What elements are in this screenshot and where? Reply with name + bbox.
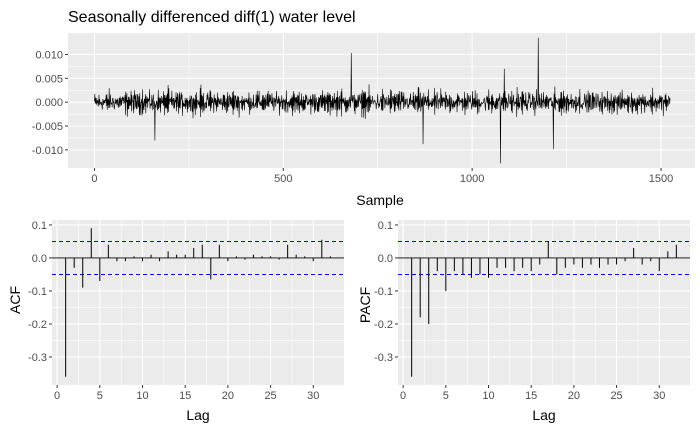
time-series-x-tick-label: 0 xyxy=(91,173,97,185)
time-series-line xyxy=(94,37,671,164)
acf-x-tick-label: 20 xyxy=(222,390,234,402)
pacf-panel: 0 5 10 15 20 25 30 -0.3 -0.2 -0.1 0.0 0.1 xyxy=(374,220,690,402)
time-series-x-tick-label: 500 xyxy=(274,173,292,185)
pacf-x-tick-label: 25 xyxy=(610,390,622,402)
acf-panel: 0 5 10 15 20 25 30 -0.3 -0.2 -0.1 0.0 0.1 xyxy=(28,220,344,402)
pacf-x-tick-label: 30 xyxy=(653,390,665,402)
acf-y-tick-label: -0.2 xyxy=(28,319,47,331)
acf-x-tick-label: 0 xyxy=(54,390,60,402)
time-series-panel: 0 500 1000 1500 -0.010 -0.005 0.000 0.005 0.010 xyxy=(32,33,695,185)
pacf-x-tick-label: 15 xyxy=(525,390,537,402)
pacf-x-tick-label: 20 xyxy=(568,390,580,402)
time-series-x-tick-label: 1500 xyxy=(649,173,673,185)
time-series-y-tick-label: 0.000 xyxy=(35,97,63,109)
acf-y-tick-label: 0.0 xyxy=(32,253,47,265)
pacf-x-axis-title: Lag xyxy=(532,407,555,423)
time-series-x-axis-title: Sample xyxy=(356,192,404,208)
pacf-y-tick-label: 0.1 xyxy=(378,220,393,232)
time-series-x-tick-label: 1000 xyxy=(460,173,484,185)
pacf-x-tick-label: 5 xyxy=(443,390,449,402)
acf-panel-background xyxy=(52,220,344,385)
pacf-y-tick-label: 0.0 xyxy=(378,253,393,265)
pacf-y-tick-label: -0.2 xyxy=(374,319,393,331)
acf-x-tick-label: 25 xyxy=(264,390,276,402)
time-series-y-tick-label: 0.010 xyxy=(35,49,63,61)
pacf-y-tick-label: -0.1 xyxy=(374,286,393,298)
acf-y-tick-label: -0.1 xyxy=(28,286,47,298)
pacf-y-axis-title: PACF xyxy=(357,287,373,323)
pacf-x-tick-label: 0 xyxy=(400,390,406,402)
pacf-y-tick-label: -0.3 xyxy=(374,352,393,364)
acf-x-tick-label: 15 xyxy=(179,390,191,402)
acf-x-axis-title: Lag xyxy=(186,407,209,423)
time-series-y-tick-label: 0.005 xyxy=(35,73,63,85)
plot-title: Seasonally differenced diff(1) water lev… xyxy=(68,9,356,26)
pacf-panel-background xyxy=(398,220,690,385)
acf-x-tick-label: 5 xyxy=(97,390,103,402)
acf-y-axis-title: ACF xyxy=(7,286,23,314)
pacf-x-tick-label: 10 xyxy=(482,390,494,402)
acf-x-tick-label: 30 xyxy=(307,390,319,402)
acf-y-tick-label: 0.1 xyxy=(32,220,47,232)
time-series-y-tick-label: -0.005 xyxy=(32,121,63,133)
acf-y-tick-label: -0.3 xyxy=(28,352,47,364)
acf-x-tick-label: 10 xyxy=(136,390,148,402)
time-series-y-tick-label: -0.010 xyxy=(32,145,63,157)
